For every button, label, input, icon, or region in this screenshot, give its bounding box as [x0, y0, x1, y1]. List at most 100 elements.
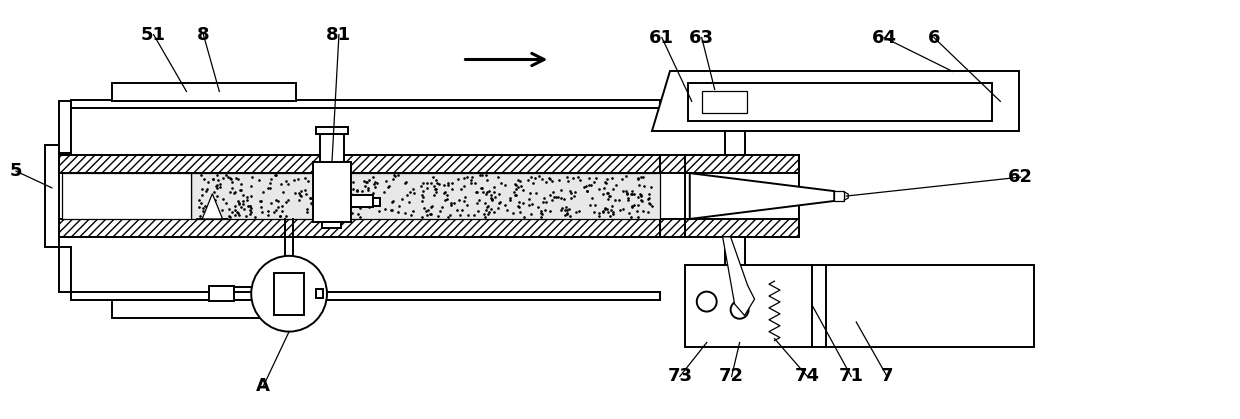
Point — [334, 196, 353, 203]
Point — [454, 183, 474, 190]
Point — [195, 202, 215, 209]
Point — [485, 194, 505, 201]
Point — [521, 211, 541, 217]
Point — [436, 195, 456, 202]
Point — [241, 183, 260, 189]
Point — [603, 209, 622, 216]
Bar — [702, 91, 746, 113]
Point — [330, 209, 350, 216]
Point — [260, 200, 280, 207]
Point — [417, 208, 436, 215]
Point — [631, 174, 651, 181]
Point — [629, 194, 649, 200]
Point — [219, 213, 239, 220]
Point — [242, 208, 262, 215]
Point — [481, 195, 501, 202]
Bar — [660, 219, 684, 237]
Point — [326, 198, 346, 205]
Point — [639, 208, 658, 215]
Point — [258, 185, 278, 191]
Point — [627, 213, 647, 220]
Point — [423, 174, 443, 181]
Text: 63: 63 — [689, 28, 714, 47]
Point — [374, 205, 394, 212]
Point — [207, 171, 227, 178]
Text: 81: 81 — [326, 26, 351, 44]
Point — [466, 189, 486, 195]
Point — [465, 179, 485, 186]
Point — [298, 206, 317, 213]
Point — [479, 202, 498, 209]
Bar — [351, 195, 373, 207]
Point — [358, 203, 378, 210]
Point — [603, 210, 622, 217]
Point — [360, 177, 379, 184]
Point — [260, 180, 280, 186]
Point — [471, 184, 491, 191]
Point — [634, 183, 653, 189]
Point — [616, 188, 636, 194]
Point — [347, 188, 367, 195]
Text: 5: 5 — [10, 162, 22, 180]
Point — [363, 174, 383, 181]
Point — [277, 213, 296, 220]
Point — [404, 189, 424, 196]
Point — [425, 177, 445, 184]
Point — [622, 203, 642, 210]
Point — [579, 182, 599, 189]
Point — [232, 204, 252, 210]
Point — [342, 186, 362, 192]
Point — [523, 180, 543, 186]
Bar — [274, 273, 304, 315]
Point — [332, 200, 352, 207]
Point — [489, 190, 508, 197]
Point — [268, 204, 288, 211]
Point — [403, 186, 423, 192]
Point — [584, 209, 604, 215]
Point — [595, 179, 615, 186]
Point — [476, 204, 496, 210]
Point — [631, 193, 651, 199]
Point — [609, 197, 629, 204]
Point — [639, 195, 658, 202]
Point — [203, 175, 223, 182]
Bar — [191, 173, 660, 219]
Point — [414, 205, 434, 212]
Point — [382, 207, 402, 213]
Point — [541, 192, 560, 199]
Point — [298, 209, 317, 215]
Point — [489, 205, 508, 212]
Point — [357, 178, 377, 185]
Point — [329, 187, 348, 194]
Point — [585, 202, 605, 208]
Point — [508, 176, 528, 183]
Point — [212, 207, 232, 214]
Point — [583, 194, 603, 201]
Bar — [57, 173, 660, 219]
Point — [474, 211, 494, 217]
Point — [567, 208, 587, 215]
Point — [238, 203, 258, 210]
Point — [497, 207, 517, 213]
Point — [188, 203, 208, 210]
Point — [536, 199, 556, 205]
Point — [600, 193, 620, 199]
Point — [444, 199, 464, 206]
Point — [539, 174, 559, 181]
Point — [351, 193, 371, 200]
Point — [290, 191, 310, 198]
Point — [506, 191, 526, 198]
Point — [205, 206, 224, 213]
Point — [216, 171, 236, 178]
Point — [423, 202, 443, 209]
Point — [226, 212, 246, 219]
Point — [618, 190, 637, 197]
Point — [321, 179, 341, 186]
Point — [434, 189, 454, 196]
Point — [358, 184, 378, 191]
Bar — [57, 155, 660, 173]
Point — [252, 208, 272, 215]
Point — [222, 208, 242, 215]
Point — [528, 204, 548, 210]
Point — [558, 178, 578, 184]
